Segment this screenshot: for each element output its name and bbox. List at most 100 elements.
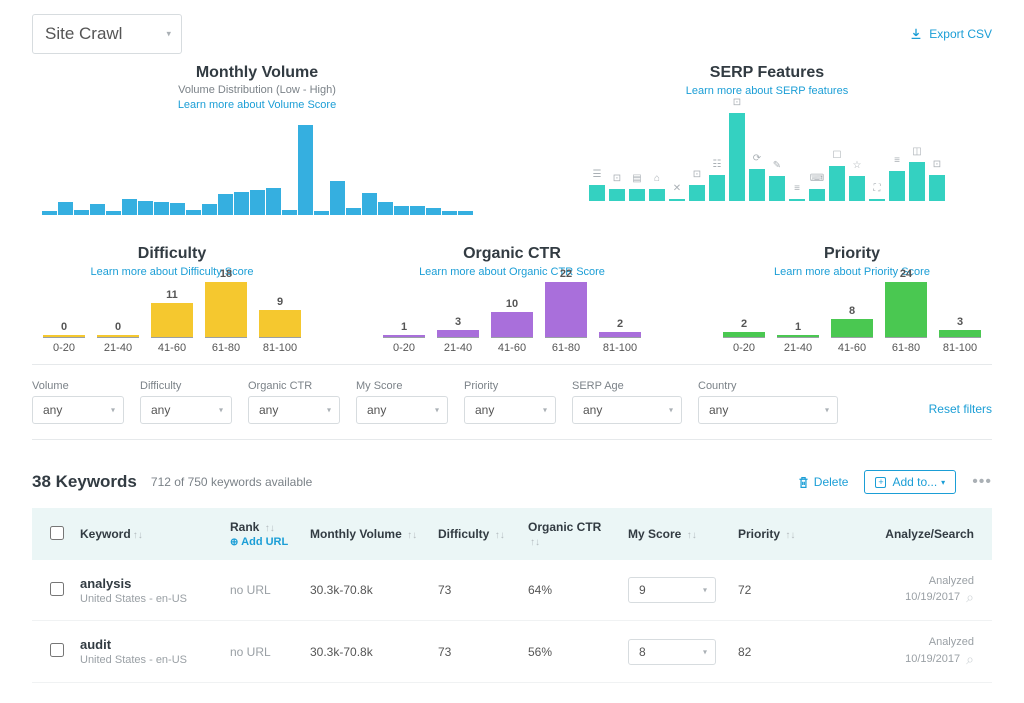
volume-bar bbox=[202, 204, 217, 215]
analyzed-cell: Analyzed10/19/2017⌕ bbox=[818, 635, 974, 667]
delete-button[interactable]: Delete bbox=[797, 475, 849, 489]
volume-bar bbox=[42, 211, 57, 216]
serp-feature-icon: ▤ bbox=[632, 173, 641, 189]
sort-icon[interactable]: ↑↓ bbox=[265, 523, 275, 534]
serp-bar-col: ▤ bbox=[629, 189, 645, 201]
volume-bar bbox=[298, 125, 313, 215]
monthly-volume-value: 30.3k-70.8k bbox=[302, 621, 430, 682]
serp-feature-icon: ⟳ bbox=[753, 153, 761, 169]
filter-select-country[interactable]: any▾ bbox=[698, 396, 838, 424]
serp-bar-col: ⟳ bbox=[749, 169, 765, 201]
plus-icon: + bbox=[875, 477, 886, 488]
sort-icon[interactable]: ↑↓ bbox=[495, 530, 505, 541]
mini-bar-col: 1141-60 bbox=[151, 289, 193, 354]
volume-bar bbox=[250, 190, 265, 215]
filter-select-volume[interactable]: any▾ bbox=[32, 396, 124, 424]
chart-title: Priority bbox=[712, 245, 992, 263]
filter-select-my-score[interactable]: any▾ bbox=[356, 396, 448, 424]
download-icon bbox=[909, 27, 923, 41]
select-all-checkbox[interactable] bbox=[50, 526, 64, 540]
filter-group: Difficultyany▾ bbox=[140, 380, 232, 424]
filter-select-priority[interactable]: any▾ bbox=[464, 396, 556, 424]
learn-volume-link[interactable]: Learn more about Volume Score bbox=[178, 99, 336, 111]
mini-bar-col: 1861-80 bbox=[205, 268, 247, 354]
serp-bar-col: ☆ bbox=[849, 176, 865, 201]
serp-feature-icon: ✕ bbox=[673, 183, 681, 201]
sort-icon[interactable]: ↑↓ bbox=[530, 537, 540, 548]
volume-bar bbox=[378, 202, 393, 215]
serp-bar-col: ⊡ bbox=[689, 185, 705, 201]
chart-title: SERP Features bbox=[542, 64, 992, 82]
sort-icon[interactable]: ↑↓ bbox=[687, 530, 697, 541]
mini-bar-col: 20-20 bbox=[723, 318, 765, 354]
volume-bar bbox=[394, 206, 409, 215]
keywords-count: 38 Keywords bbox=[32, 472, 137, 492]
chevron-down-icon: ▾ bbox=[435, 406, 439, 415]
reset-filters-link[interactable]: Reset filters bbox=[929, 402, 992, 424]
filter-select-serp-age[interactable]: any▾ bbox=[572, 396, 682, 424]
filter-select-organic-ctr[interactable]: any▾ bbox=[248, 396, 340, 424]
filter-group: Priorityany▾ bbox=[464, 380, 556, 424]
volume-bar bbox=[90, 204, 105, 215]
search-icon[interactable]: ⌕ bbox=[966, 589, 974, 605]
add-to-button[interactable]: + Add to... ▾ bbox=[864, 470, 956, 494]
chevron-down-icon: ▾ bbox=[111, 406, 115, 415]
serp-bar-col: ☐ bbox=[829, 166, 845, 201]
sort-icon[interactable]: ↑↓ bbox=[407, 530, 417, 541]
learn-serp-link[interactable]: Learn more about SERP features bbox=[686, 85, 848, 97]
search-icon[interactable]: ⌕ bbox=[966, 651, 974, 667]
priority-chart: PriorityLearn more about Priority Score2… bbox=[712, 245, 992, 354]
serp-bar-col: ⛶ bbox=[869, 199, 885, 201]
serp-feature-icon: ☰ bbox=[593, 169, 602, 185]
serp-bar-col: ☷ bbox=[709, 175, 725, 201]
sort-icon[interactable]: ↑↓ bbox=[785, 530, 795, 541]
export-csv-button[interactable]: Export CSV bbox=[909, 27, 992, 41]
filter-label: My Score bbox=[356, 380, 448, 392]
volume-bar bbox=[346, 208, 361, 215]
serp-feature-icon: ⊡ bbox=[693, 169, 701, 185]
add-url-link[interactable]: Add URL bbox=[230, 536, 294, 548]
row-checkbox[interactable] bbox=[50, 582, 64, 596]
difficulty-chart: DifficultyLearn more about Difficulty Sc… bbox=[32, 245, 312, 354]
chart-title: Difficulty bbox=[32, 245, 312, 263]
mini-bar-col: 1041-60 bbox=[491, 298, 533, 354]
serp-bar-col: ✕ bbox=[669, 199, 685, 201]
chart-subtitle: Volume Distribution (Low - High) bbox=[32, 84, 482, 96]
serp-feature-icon: ☐ bbox=[833, 150, 842, 166]
chevron-down-icon: ▾ bbox=[219, 406, 223, 415]
volume-bar bbox=[154, 202, 169, 215]
my-score-select[interactable]: 9▾ bbox=[628, 577, 716, 603]
rank-value: no URL bbox=[230, 583, 271, 597]
difficulty-value: 73 bbox=[430, 621, 520, 682]
serp-bar-col: ⊡ bbox=[609, 189, 625, 201]
serp-bar-col: ◫ bbox=[909, 162, 925, 201]
volume-bar bbox=[186, 210, 201, 215]
mini-bar-col: 281-100 bbox=[599, 318, 641, 354]
filter-select-difficulty[interactable]: any▾ bbox=[140, 396, 232, 424]
chevron-down-icon: ▾ bbox=[166, 29, 171, 40]
mini-bar-col: 2261-80 bbox=[545, 268, 587, 354]
table-row: analysisUnited States - en-USno URL30.3k… bbox=[32, 560, 992, 621]
more-actions-button[interactable]: ••• bbox=[972, 473, 992, 491]
row-checkbox[interactable] bbox=[50, 643, 64, 657]
my-score-select[interactable]: 8▾ bbox=[628, 639, 716, 665]
keywords-available: 712 of 750 keywords available bbox=[151, 475, 312, 489]
serp-bar-col: ≡ bbox=[889, 171, 905, 201]
chevron-down-icon: ▾ bbox=[543, 406, 547, 415]
volume-bar bbox=[106, 211, 121, 215]
volume-bar bbox=[234, 192, 249, 215]
volume-bar bbox=[170, 203, 185, 215]
serp-feature-icon: ⌨ bbox=[810, 173, 824, 189]
serp-feature-icon: ⊡ bbox=[933, 159, 941, 175]
volume-bar bbox=[138, 201, 153, 215]
ctr-chart: Organic CTRLearn more about Organic CTR … bbox=[372, 245, 652, 354]
campaign-select[interactable]: Site Crawl ▾ bbox=[32, 14, 182, 54]
mini-bar-col: 981-100 bbox=[259, 296, 301, 355]
volume-bar bbox=[410, 206, 425, 215]
serp-bar-col: ✎ bbox=[769, 176, 785, 201]
keyword-name: analysis bbox=[80, 576, 214, 591]
sort-icon[interactable]: ↑↓ bbox=[133, 530, 143, 541]
keyword-locale: United States - en-US bbox=[80, 654, 214, 666]
serp-bar-col: ⌨ bbox=[809, 189, 825, 201]
keywords-table: Keyword↑↓ Rank ↑↓ Add URL Monthly Volume… bbox=[32, 508, 992, 683]
